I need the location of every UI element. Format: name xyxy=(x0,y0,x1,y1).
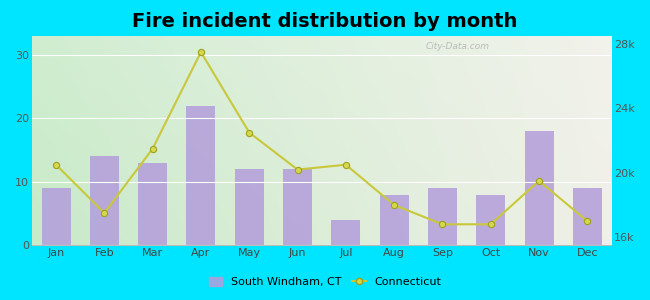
Bar xyxy=(283,169,312,245)
Bar xyxy=(573,188,602,245)
Bar xyxy=(235,169,264,245)
Bar xyxy=(525,131,554,245)
Legend: South Windham, CT, Connecticut: South Windham, CT, Connecticut xyxy=(204,272,446,291)
Bar xyxy=(380,194,409,245)
Bar xyxy=(187,106,215,245)
Text: Fire incident distribution by month: Fire incident distribution by month xyxy=(133,12,517,31)
Bar xyxy=(138,163,167,245)
Bar xyxy=(42,188,71,245)
Bar xyxy=(476,194,505,245)
Bar xyxy=(90,157,119,245)
Bar xyxy=(332,220,360,245)
Text: City-Data.com: City-Data.com xyxy=(426,42,490,51)
Bar xyxy=(428,188,457,245)
